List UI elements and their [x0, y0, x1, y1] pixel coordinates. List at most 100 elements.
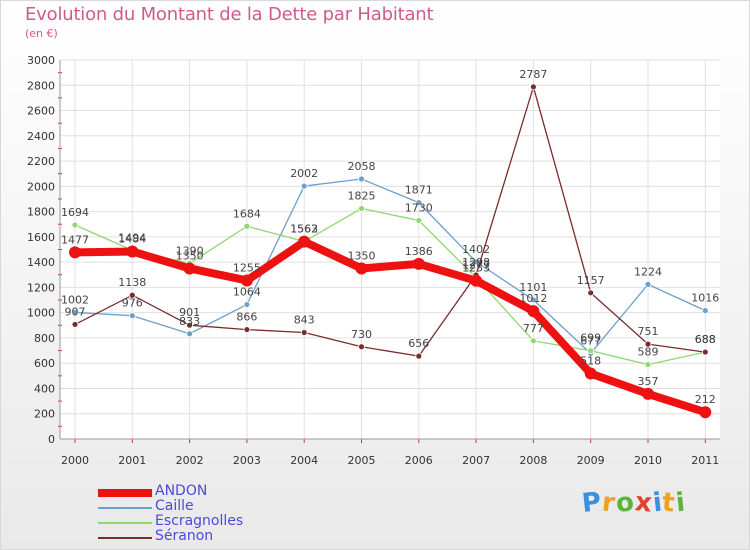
data-label: 677: [580, 334, 601, 347]
data-label: 688: [695, 333, 716, 346]
data-label: 777: [523, 322, 544, 335]
data-label: 688: [695, 333, 716, 346]
x-tick-label: 2008: [519, 454, 547, 467]
data-point: [644, 340, 652, 348]
series-line-andon: [71, 237, 710, 417]
data-label: 1477: [61, 233, 89, 246]
data-label: 518: [580, 355, 601, 368]
x-tick-label: 2002: [176, 454, 204, 467]
data-point: [240, 274, 253, 287]
data-point: [126, 245, 139, 258]
y-tick-label: 1800: [27, 206, 55, 219]
data-label: 1350: [176, 249, 204, 262]
y-tick-label: 0: [48, 433, 55, 446]
x-tick-label: 2003: [233, 454, 261, 467]
x-tick-label: 2010: [634, 454, 662, 467]
data-point: [243, 326, 251, 333]
data-point: [470, 274, 483, 287]
data-label: 976: [122, 297, 143, 310]
data-label: 212: [695, 393, 716, 406]
data-label: 901: [179, 306, 200, 319]
data-label: 1224: [634, 265, 662, 278]
x-tick-label: 2000: [61, 454, 89, 467]
y-tick-label: 3000: [27, 54, 55, 67]
x-tick-label: 2004: [290, 454, 318, 467]
data-label: 1350: [348, 249, 376, 262]
data-point: [71, 321, 79, 328]
data-point: [472, 258, 480, 266]
data-point: [71, 221, 79, 229]
y-tick-label: 1200: [27, 281, 55, 294]
data-label: 1064: [233, 286, 261, 299]
data-point: [587, 289, 595, 297]
data-label: 1253: [462, 262, 490, 275]
data-label: 1684: [233, 207, 261, 220]
legend-swatch: [98, 522, 152, 524]
logo-letter: i: [674, 487, 688, 519]
data-point: [300, 182, 308, 190]
data-point: [186, 321, 194, 329]
series-line-caille: [74, 178, 706, 355]
data-point: [300, 329, 308, 336]
data-label: 1484: [118, 233, 146, 246]
y-tick-label: 200: [34, 408, 55, 421]
data-label: 1494: [118, 231, 146, 244]
data-point: [527, 305, 540, 318]
series-line-séranon: [74, 86, 706, 357]
x-tick-label: 2007: [462, 454, 490, 467]
proxiti-logo: Proxiti: [580, 487, 688, 519]
y-tick-label: 800: [34, 332, 55, 345]
data-label: 1825: [348, 189, 376, 202]
data-label: 730: [351, 328, 372, 341]
data-point: [69, 246, 81, 259]
y-tick-label: 2400: [27, 130, 55, 143]
data-point: [699, 406, 712, 419]
legend-swatch: [98, 507, 152, 509]
data-label: 751: [638, 325, 659, 338]
data-label: 2787: [519, 68, 547, 81]
y-tick-label: 2600: [27, 105, 55, 118]
data-point: [358, 205, 365, 212]
y-tick-label: 1400: [27, 256, 55, 269]
data-point: [587, 347, 595, 355]
data-point: [644, 361, 652, 368]
data-label: 866: [236, 311, 257, 324]
data-label: 1694: [61, 206, 89, 219]
data-label: 1298: [462, 256, 490, 269]
data-point: [701, 348, 709, 356]
y-tick-label: 2200: [27, 155, 55, 168]
x-tick-label: 2001: [118, 454, 146, 467]
data-label: 843: [294, 314, 315, 327]
data-label: 656: [408, 337, 429, 350]
legend-label: Séranon: [155, 528, 214, 544]
data-label: 1562: [290, 223, 318, 236]
data-label: 1402: [462, 243, 490, 256]
data-label: 1138: [118, 276, 146, 289]
y-tick-label: 400: [34, 382, 55, 395]
x-tick-label: 2005: [348, 454, 376, 467]
data-point: [530, 83, 537, 91]
y-tick-label: 2000: [27, 180, 55, 193]
legend-label: Caille: [155, 498, 194, 514]
legend-label: Escragnolles: [155, 513, 244, 529]
data-label: 2002: [290, 167, 318, 180]
data-label: 833: [179, 315, 200, 328]
data-label: 1002: [61, 293, 89, 306]
data-point: [530, 337, 537, 345]
data-point: [355, 262, 368, 275]
data-label: 1730: [405, 201, 433, 214]
x-tick-label: 2011: [691, 454, 719, 467]
data-point: [358, 175, 365, 183]
chart-title: Evolution du Montant de la Dette par Hab…: [25, 4, 434, 25]
data-label: 2058: [348, 160, 376, 173]
data-point: [584, 367, 597, 380]
data-point: [415, 352, 423, 360]
data-point: [644, 280, 652, 288]
data-label: 357: [638, 375, 659, 388]
plot-area: [60, 60, 720, 439]
legend-label: ANDON: [155, 483, 208, 499]
data-label: 1871: [405, 184, 433, 197]
data-point: [298, 235, 311, 248]
data-point: [701, 307, 709, 315]
